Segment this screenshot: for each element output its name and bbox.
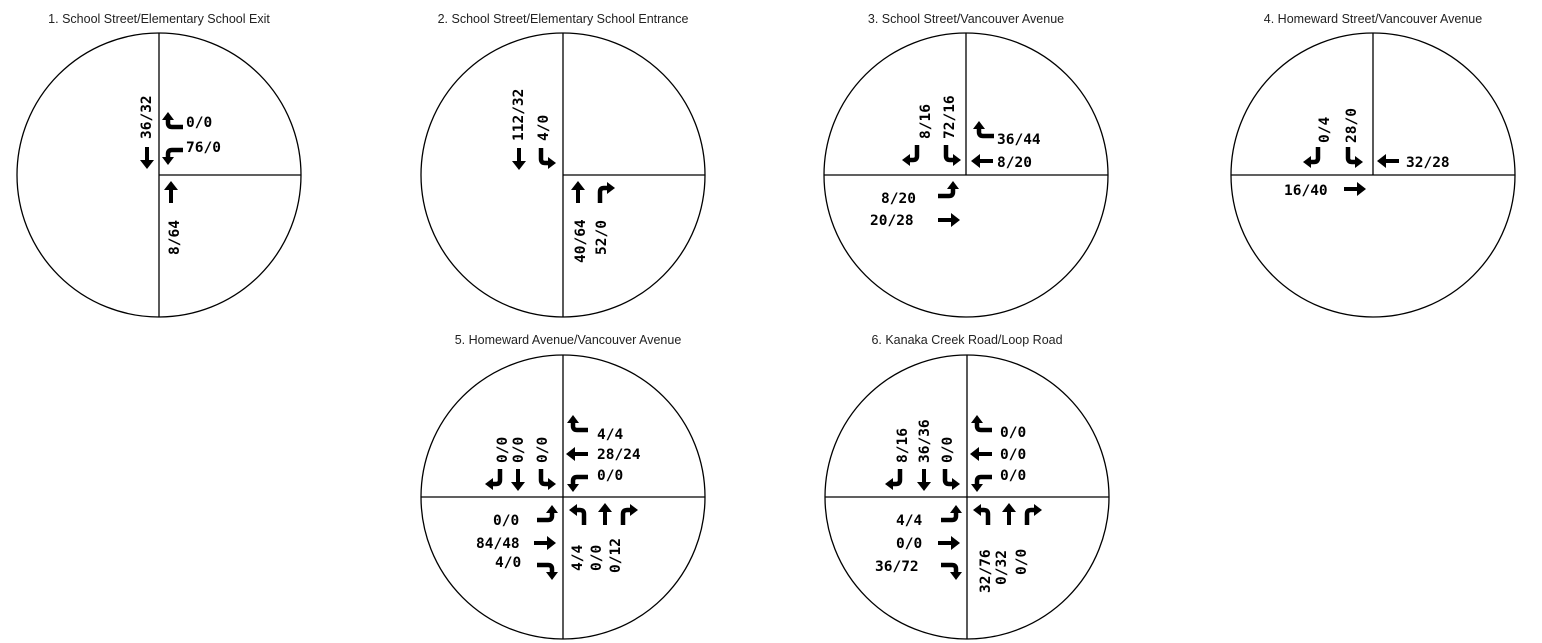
sb-through-arrow-icon	[140, 147, 154, 169]
sb-right-volume: 0/0	[495, 437, 511, 463]
nb-through-volume: 40/64	[573, 219, 589, 263]
eb-left-volume: 0/0	[493, 513, 519, 529]
wb-right-arrow-icon	[567, 415, 588, 430]
wb-through-arrow-icon	[566, 447, 588, 461]
wb-right-arrow-icon	[162, 112, 183, 127]
wb-left-arrow-icon	[971, 477, 992, 492]
intersection-1-title: 1. School Street/Elementary School Exit	[48, 12, 270, 26]
sb-right-volume: 8/16	[895, 428, 911, 463]
sb-left-arrow-icon	[541, 148, 556, 169]
nb-through-arrow-icon	[1002, 503, 1016, 525]
eb-through-volume: 20/28	[870, 213, 914, 229]
sb-left-volume: 0/0	[535, 437, 551, 463]
sb-right-volume: 0/4	[1317, 117, 1333, 143]
nb-right-arrow-icon	[1027, 504, 1042, 525]
eb-right-volume: 4/0	[495, 555, 521, 571]
intersection-3-title: 3. School Street/Vancouver Avenue	[867, 12, 1065, 26]
wb-left-volume: 0/0	[597, 468, 623, 484]
eb-left-arrow-icon	[537, 505, 558, 520]
sb-left-volume: 4/0	[536, 115, 552, 141]
intersection-3: 8/16 72/16 36/44 8/20 8/20 20/28	[823, 32, 1109, 318]
nb-left-arrow-icon	[973, 504, 988, 525]
sb-through-arrow-icon	[512, 148, 526, 170]
intersection-5: 0/0 0/0 0/0 4/4 28/24 0/0 0/0 84/48 4/0 …	[420, 354, 706, 640]
sb-left-arrow-icon	[541, 469, 556, 490]
intersection-6-title: 6. Kanaka Creek Road/Loop Road	[871, 333, 1063, 347]
eb-through-volume: 0/0	[896, 536, 922, 552]
nb-through-arrow-icon	[164, 181, 178, 203]
eb-through-arrow-icon	[938, 213, 960, 227]
nb-right-arrow-icon	[600, 182, 615, 203]
intersection-5-title: 5. Homeward Avenue/Vancouver Avenue	[454, 333, 682, 347]
sb-right-arrow-icon	[1303, 147, 1318, 168]
wb-left-volume: 76/0	[186, 140, 221, 156]
nb-through-arrow-icon	[598, 503, 612, 525]
nb-right-volume: 0/12	[608, 538, 624, 573]
wb-through-volume: 0/0	[1000, 447, 1026, 463]
sb-through-volume: 112/32	[511, 89, 527, 141]
sb-through-volume: 36/32	[139, 95, 155, 139]
eb-left-arrow-icon	[938, 181, 959, 196]
sb-left-volume: 28/0	[1344, 108, 1360, 143]
wb-through-volume: 28/24	[597, 447, 641, 463]
eb-right-arrow-icon	[537, 565, 558, 580]
wb-right-volume: 4/4	[597, 427, 623, 443]
wb-through-arrow-icon	[1377, 154, 1399, 168]
eb-through-volume: 84/48	[476, 536, 520, 552]
eb-through-arrow-icon	[534, 536, 556, 550]
sb-right-arrow-icon	[885, 469, 900, 490]
wb-left-arrow-icon	[162, 150, 183, 165]
eb-through-volume: 16/40	[1284, 183, 1328, 199]
eb-right-arrow-icon	[941, 565, 962, 580]
wb-through-arrow-icon	[970, 447, 992, 461]
sb-through-arrow-icon	[511, 469, 525, 491]
intersection-6: 8/16 36/36 0/0 0/0 0/0 0/0 4/4 0/0 36/72…	[824, 354, 1110, 640]
eb-through-arrow-icon	[938, 536, 960, 550]
sb-right-volume: 8/16	[918, 104, 934, 139]
wb-left-arrow-icon	[567, 477, 588, 492]
nb-left-volume: 4/4	[570, 545, 586, 571]
wb-right-volume: 36/44	[997, 132, 1041, 148]
intersection-4-title: 4. Homeward Street/Vancouver Avenue	[1263, 12, 1483, 26]
nb-left-arrow-icon	[569, 504, 584, 525]
sb-right-arrow-icon	[485, 469, 500, 490]
wb-right-arrow-icon	[971, 415, 992, 430]
wb-right-volume: 0/0	[1000, 425, 1026, 441]
intersection-4: 0/4 28/0 32/28 16/40	[1230, 32, 1516, 318]
intersection-1: 36/32 0/0 76/0 8/64	[16, 32, 302, 318]
intersection-2-title: 2. School Street/Elementary School Entra…	[437, 12, 689, 26]
sb-through-volume: 36/36	[917, 419, 933, 463]
sb-left-arrow-icon	[945, 469, 960, 490]
sb-left-volume: 72/16	[942, 95, 958, 139]
eb-left-arrow-icon	[941, 505, 962, 520]
wb-left-volume: 0/0	[1000, 468, 1026, 484]
wb-through-volume: 32/28	[1406, 155, 1450, 171]
intersection-2: 112/32 4/0 40/64 52/0	[420, 32, 706, 318]
wb-right-volume: 0/0	[186, 115, 212, 131]
nb-left-volume: 32/76	[978, 549, 994, 593]
nb-right-volume: 0/0	[1014, 549, 1030, 575]
sb-left-arrow-icon	[946, 145, 961, 166]
eb-through-arrow-icon	[1344, 182, 1366, 196]
sb-through-arrow-icon	[917, 469, 931, 491]
wb-through-volume: 8/20	[997, 155, 1032, 171]
nb-through-arrow-icon	[571, 181, 585, 203]
sb-left-arrow-icon	[1348, 147, 1363, 168]
sb-right-arrow-icon	[902, 145, 917, 166]
nb-right-arrow-icon	[623, 504, 638, 525]
eb-left-volume: 8/20	[881, 191, 916, 207]
eb-left-volume: 4/4	[896, 513, 922, 529]
nb-through-volume: 0/32	[994, 550, 1010, 585]
nb-right-volume: 52/0	[594, 220, 610, 255]
nb-through-volume: 0/0	[589, 545, 605, 571]
sb-through-volume: 0/0	[511, 437, 527, 463]
eb-right-volume: 36/72	[875, 559, 919, 575]
sb-left-volume: 0/0	[940, 437, 956, 463]
nb-through-volume: 8/64	[167, 220, 183, 255]
wb-through-arrow-icon	[971, 154, 993, 168]
wb-right-arrow-icon	[973, 121, 994, 136]
